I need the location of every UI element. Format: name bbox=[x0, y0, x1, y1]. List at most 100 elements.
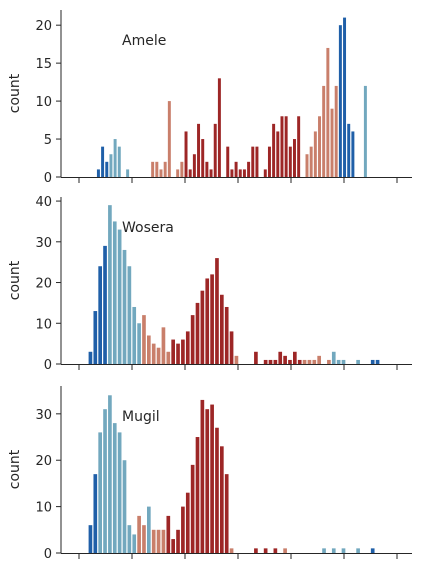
bar bbox=[197, 123, 201, 177]
y-tick-label: 0 bbox=[44, 171, 52, 186]
bar bbox=[370, 359, 375, 364]
bar bbox=[190, 464, 195, 553]
y-tick-label: 20 bbox=[35, 454, 52, 469]
bar bbox=[331, 351, 336, 364]
y-tick-label: 30 bbox=[35, 236, 52, 251]
bar bbox=[93, 311, 98, 364]
bar bbox=[341, 548, 346, 553]
bar bbox=[234, 161, 238, 177]
bar bbox=[185, 492, 190, 553]
bar bbox=[263, 548, 268, 553]
bar bbox=[220, 446, 224, 553]
bar bbox=[117, 432, 122, 553]
bar bbox=[288, 146, 292, 177]
bar bbox=[273, 359, 278, 364]
bar bbox=[313, 131, 317, 177]
bar bbox=[137, 323, 141, 364]
bar bbox=[356, 548, 360, 553]
bar bbox=[215, 427, 219, 553]
bar bbox=[98, 266, 102, 364]
bar bbox=[96, 169, 100, 177]
bar bbox=[288, 359, 292, 364]
bar bbox=[112, 221, 117, 364]
bar bbox=[188, 169, 192, 177]
bar bbox=[334, 85, 338, 177]
bar bbox=[171, 339, 175, 364]
bar bbox=[318, 116, 321, 177]
bar bbox=[284, 116, 288, 177]
bar bbox=[166, 351, 171, 364]
bar bbox=[101, 146, 105, 177]
bar bbox=[331, 548, 336, 553]
bar bbox=[254, 548, 258, 553]
y-tick-label: 15 bbox=[35, 57, 52, 72]
bar bbox=[272, 123, 276, 177]
bar bbox=[88, 351, 93, 364]
bar bbox=[293, 139, 296, 177]
bar bbox=[254, 351, 258, 364]
bar bbox=[309, 146, 313, 177]
bar bbox=[93, 474, 98, 553]
y-axis-label: count bbox=[7, 260, 23, 300]
bar bbox=[205, 278, 210, 364]
bar bbox=[201, 139, 205, 177]
bar bbox=[161, 529, 166, 553]
y-tick-label: 10 bbox=[35, 501, 52, 516]
bar bbox=[263, 169, 267, 177]
bar bbox=[283, 548, 287, 553]
bar bbox=[112, 423, 117, 553]
bar bbox=[278, 351, 283, 364]
bar bbox=[356, 359, 360, 364]
bar bbox=[142, 525, 146, 553]
bar bbox=[171, 539, 175, 553]
bar bbox=[297, 116, 301, 177]
bar bbox=[161, 327, 166, 364]
bar bbox=[176, 529, 180, 553]
bar bbox=[109, 154, 113, 177]
bar bbox=[375, 359, 380, 364]
y-axis-label: count bbox=[7, 449, 23, 489]
y-tick-label: 30 bbox=[35, 408, 52, 423]
bar bbox=[180, 161, 184, 177]
bar bbox=[127, 525, 132, 553]
bar bbox=[195, 302, 200, 364]
bar bbox=[267, 146, 271, 177]
y-tick-label: 0 bbox=[44, 358, 52, 373]
bar bbox=[283, 355, 287, 364]
bar bbox=[205, 161, 209, 177]
bar bbox=[229, 331, 234, 364]
y-tick-label: 0 bbox=[44, 547, 52, 562]
bar bbox=[126, 169, 130, 177]
bar bbox=[226, 146, 230, 177]
bar bbox=[234, 355, 239, 364]
bar bbox=[224, 306, 229, 364]
bar bbox=[103, 245, 107, 364]
bar bbox=[268, 359, 273, 364]
bar bbox=[238, 169, 242, 177]
bar bbox=[113, 139, 117, 177]
bar bbox=[322, 85, 326, 177]
bar bbox=[167, 101, 171, 177]
bar bbox=[181, 506, 185, 553]
bar bbox=[209, 169, 213, 177]
bar bbox=[322, 548, 326, 553]
bar bbox=[317, 355, 321, 364]
bar bbox=[224, 474, 229, 553]
bar bbox=[147, 335, 151, 364]
bar bbox=[242, 169, 246, 177]
bar bbox=[293, 351, 297, 364]
bar bbox=[341, 359, 346, 364]
bar bbox=[184, 131, 188, 177]
bar bbox=[108, 395, 112, 553]
bar bbox=[103, 409, 107, 553]
y-tick-label: 40 bbox=[35, 195, 52, 210]
bar bbox=[229, 548, 234, 553]
panel-title: Amele bbox=[122, 33, 166, 49]
panel-0: 0 5 10 15 20 count Amele bbox=[7, 10, 412, 186]
y-tick-label: 10 bbox=[35, 317, 52, 332]
bar bbox=[190, 315, 195, 364]
bar bbox=[217, 78, 221, 177]
bar bbox=[127, 266, 132, 364]
bar bbox=[195, 437, 200, 553]
